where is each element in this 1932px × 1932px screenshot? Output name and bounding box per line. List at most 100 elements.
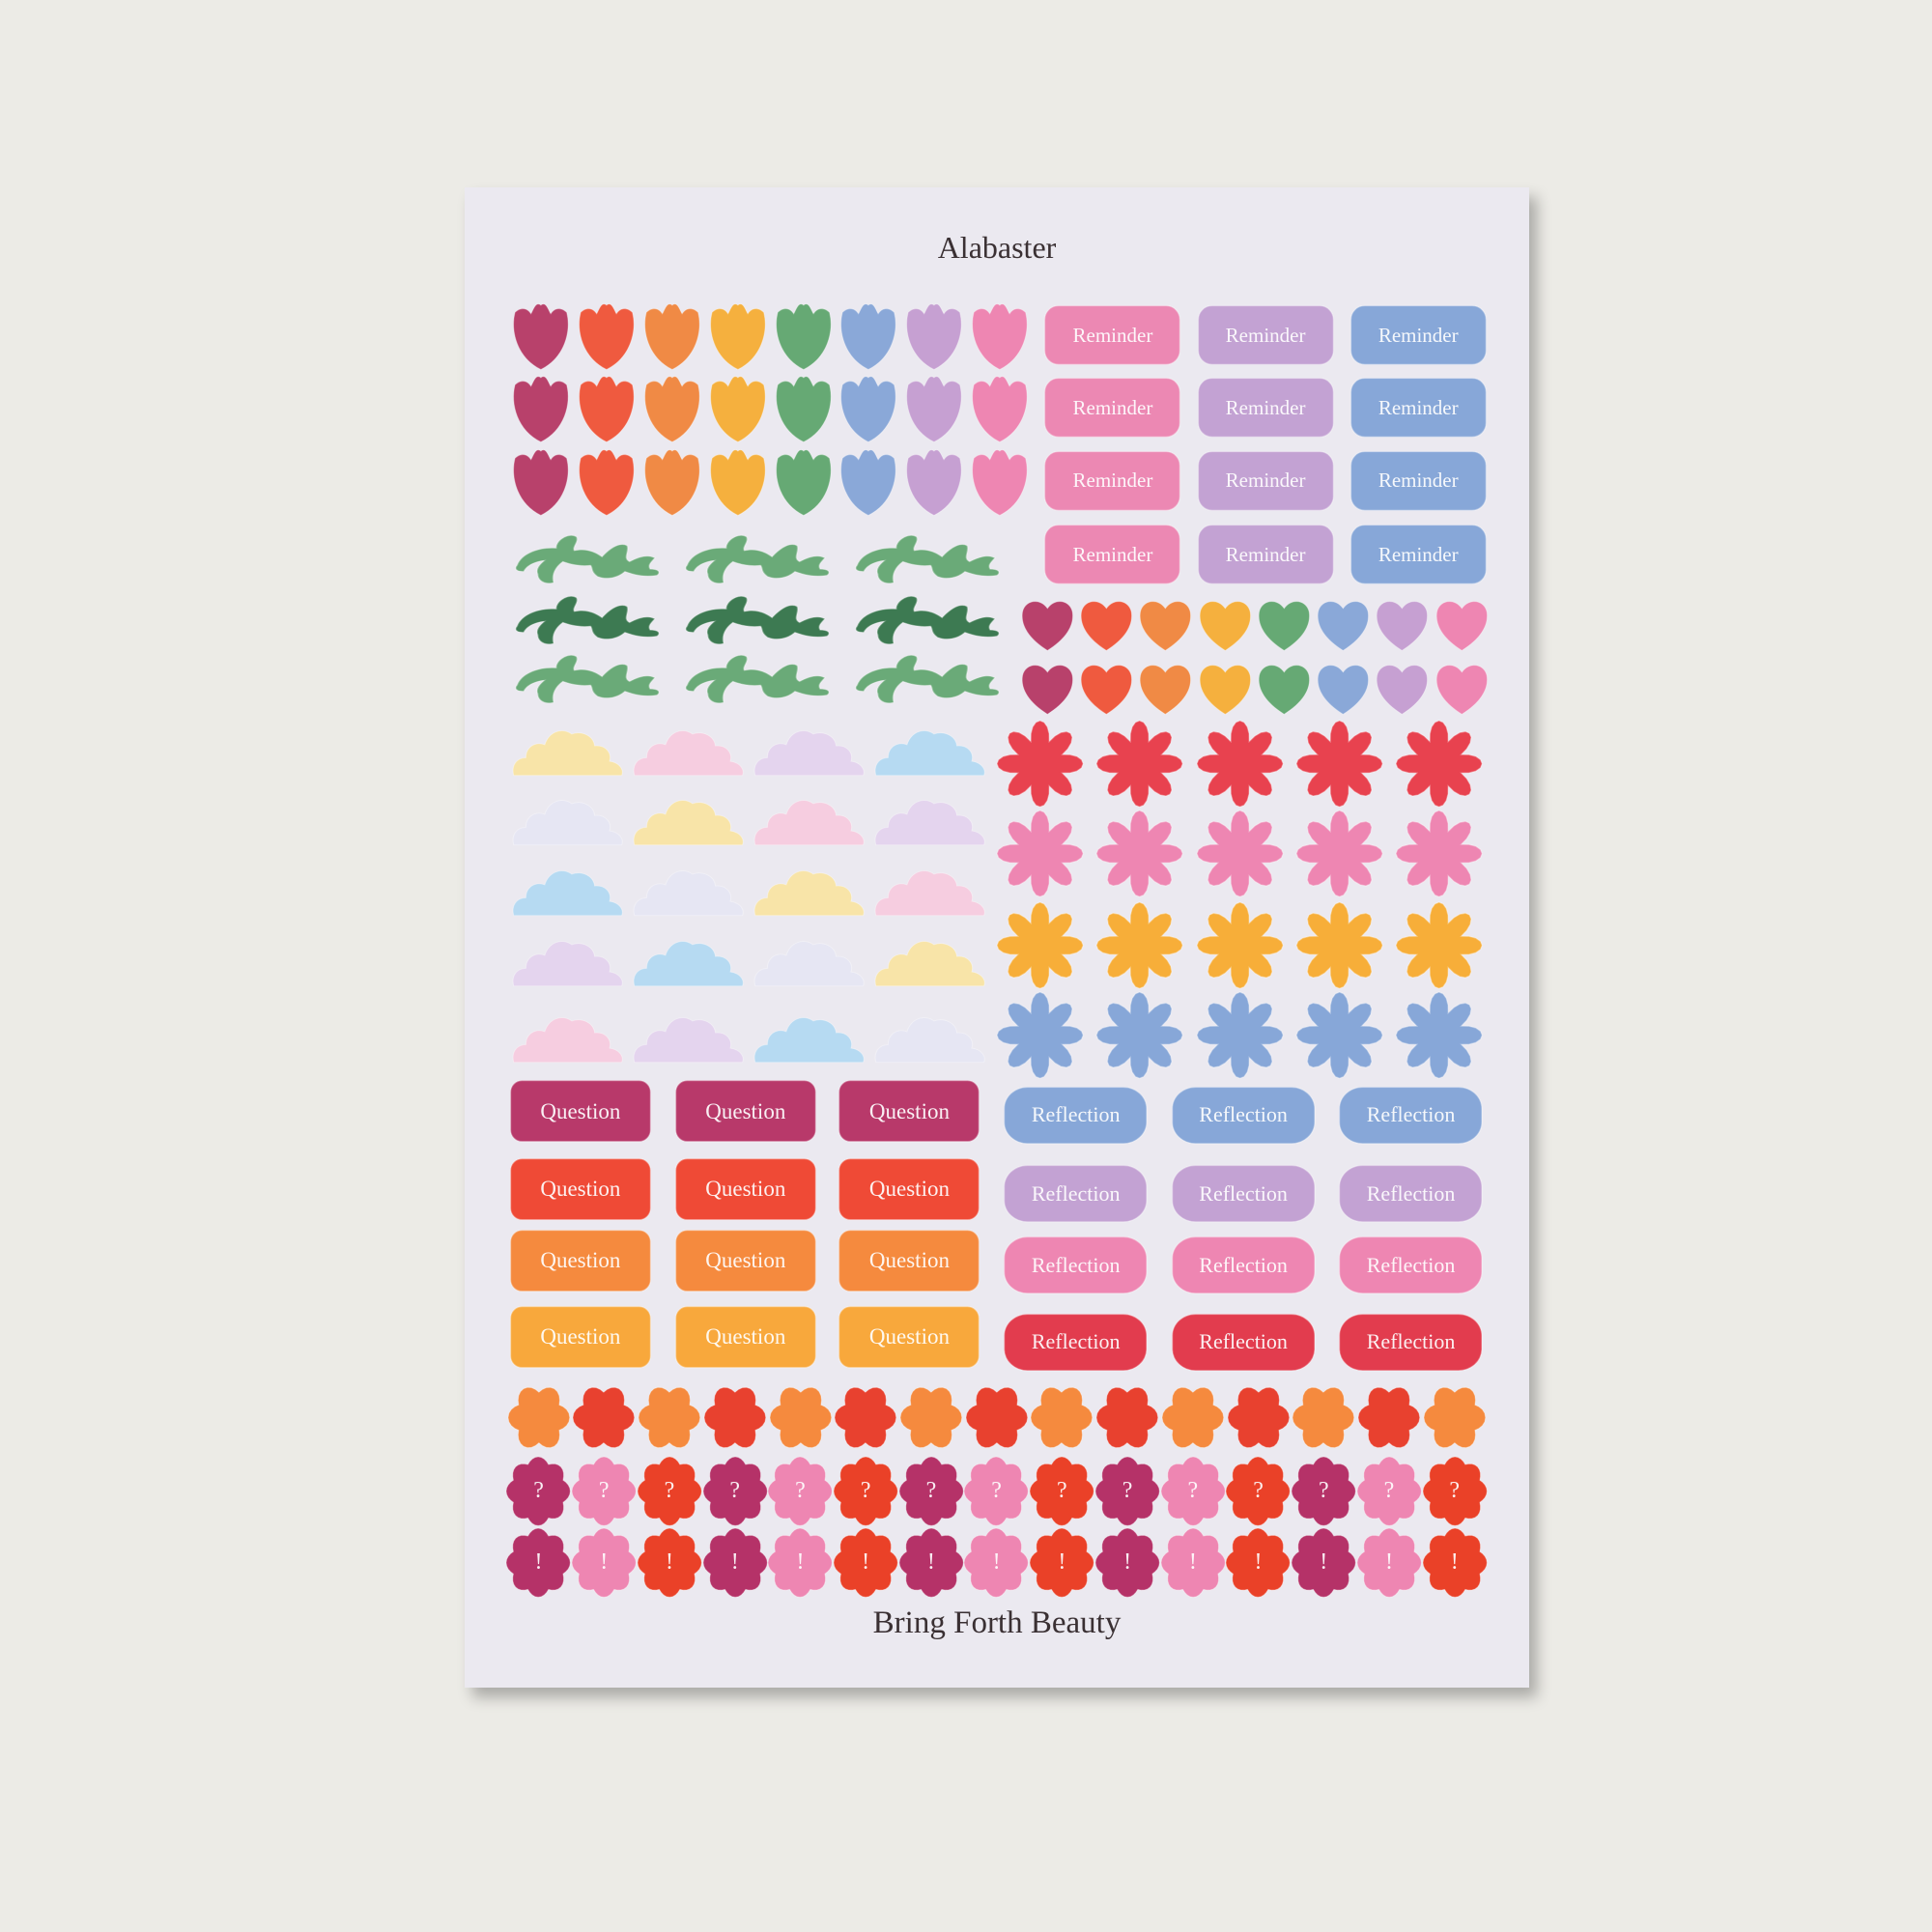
- tulip-sticker: [510, 372, 572, 443]
- tulip-sticker: [707, 372, 769, 443]
- symbol-label: !: [926, 1548, 935, 1575]
- reflection-sticker: Reflection: [1338, 1236, 1484, 1294]
- cloud-icon: [875, 1017, 986, 1064]
- reminder-label: Reminder: [1072, 323, 1153, 347]
- reflection-label: Reflection: [1199, 1102, 1288, 1127]
- seal-icon: [1160, 1527, 1226, 1598]
- flower-sticker: [1295, 720, 1383, 809]
- tulip-sticker: [838, 299, 899, 371]
- symbol-label: !: [665, 1548, 673, 1575]
- vine-icon: [684, 654, 830, 704]
- vine-icon: [514, 595, 660, 645]
- tulip-icon: [644, 448, 700, 516]
- question-mark-sticker: ?: [767, 1456, 834, 1526]
- vine-icon: [684, 535, 830, 584]
- tulip-sticker: [903, 372, 965, 443]
- heart-icon: [1080, 601, 1133, 652]
- reflection-label: Reflection: [1366, 1253, 1456, 1278]
- flower-sticker: [1395, 810, 1484, 898]
- seal-icon: [1160, 1456, 1226, 1526]
- label-shape-icon: [1044, 524, 1181, 585]
- tulip-icon: [513, 303, 569, 371]
- cloud-sticker: [632, 1006, 745, 1065]
- flower-sticker: [1195, 810, 1284, 898]
- label-shape-icon: [838, 1229, 980, 1293]
- question-label: Question: [705, 1176, 786, 1201]
- blossom-icon: [1030, 1386, 1094, 1448]
- tulip-sticker: [707, 299, 769, 371]
- question-label: Question: [540, 1247, 621, 1272]
- reminder-label: Reminder: [1225, 469, 1306, 493]
- tulip-icon: [709, 376, 766, 443]
- question-sticker: Question: [674, 1079, 817, 1144]
- reminder-sticker: Reminder: [1197, 524, 1335, 585]
- blossom-sticker: [703, 1384, 767, 1451]
- flower-icon: [996, 991, 1085, 1079]
- reflection-sticker: Reflection: [1338, 1164, 1484, 1223]
- symbol-label: !: [600, 1548, 609, 1575]
- heart-icon: [1317, 664, 1370, 715]
- blossom-icon: [1095, 1386, 1159, 1448]
- cloud-sticker: [632, 929, 745, 988]
- symbol-label: !: [1188, 1548, 1197, 1575]
- question-sticker: Question: [838, 1305, 980, 1369]
- tulip-icon: [775, 448, 832, 516]
- tulip-icon: [840, 448, 897, 516]
- tulip-icon: [972, 448, 1028, 516]
- label-shape-icon: [1004, 1313, 1149, 1372]
- blossom-icon: [507, 1386, 570, 1448]
- flower-sticker: [996, 810, 1085, 898]
- question-mark-sticker: ?: [833, 1456, 898, 1526]
- reflection-label: Reflection: [1366, 1102, 1456, 1127]
- vine-icon: [514, 535, 660, 584]
- tulip-sticker: [969, 372, 1031, 443]
- flower-sticker: [1095, 810, 1184, 898]
- blossom-sticker: [1227, 1384, 1290, 1451]
- reminder-label: Reminder: [1378, 323, 1459, 347]
- flower-sticker: [1095, 901, 1184, 989]
- cloud-sticker: [511, 929, 624, 988]
- question-sticker: Question: [674, 1157, 817, 1221]
- tulip-icon: [906, 376, 962, 443]
- question-mark-sticker: ?: [571, 1456, 637, 1526]
- question-sticker: Question: [674, 1305, 817, 1369]
- flower-icon: [1395, 901, 1484, 989]
- seal-icon: [833, 1456, 898, 1526]
- vine-icon: [684, 595, 830, 645]
- seal-icon: [1356, 1456, 1422, 1526]
- blossom-sticker: [638, 1384, 701, 1451]
- reminder-label: Reminder: [1225, 395, 1306, 419]
- blossom-sticker: [965, 1384, 1028, 1451]
- symbol-label: !: [1058, 1548, 1066, 1575]
- flower-sticker: [996, 991, 1085, 1079]
- tulip-sticker: [838, 445, 899, 517]
- exclamation-sticker: !: [637, 1527, 702, 1598]
- question-mark-sticker: ?: [1356, 1456, 1422, 1526]
- vine-icon: [514, 654, 660, 704]
- seal-icon: [898, 1456, 964, 1526]
- label-shape-icon: [1350, 524, 1487, 585]
- heart-sticker: [1315, 660, 1372, 717]
- seal-icon: [767, 1527, 834, 1598]
- flower-icon: [1095, 720, 1184, 809]
- cloud-icon: [875, 800, 986, 846]
- label-shape-icon: [1171, 1165, 1316, 1223]
- tulip-sticker: [641, 299, 703, 371]
- tulip-sticker: [576, 445, 638, 517]
- symbol-label: !: [1450, 1548, 1459, 1575]
- seal-icon: [1029, 1527, 1095, 1598]
- cloud-icon: [634, 729, 745, 776]
- label-shape-icon: [1339, 1313, 1484, 1372]
- blossom-icon: [1292, 1386, 1355, 1448]
- tulip-icon: [513, 448, 569, 516]
- flower-icon: [1095, 991, 1184, 1079]
- question-mark-sticker: ?: [1422, 1456, 1488, 1526]
- tulip-icon: [579, 303, 635, 371]
- question-sticker: Question: [674, 1229, 817, 1293]
- flower-sticker: [1195, 901, 1284, 989]
- label-shape-icon: [1197, 450, 1334, 511]
- blossom-icon: [638, 1386, 701, 1448]
- seal-icon: [1094, 1527, 1160, 1598]
- heart-icon: [1377, 664, 1429, 715]
- vine-sticker: [510, 648, 664, 707]
